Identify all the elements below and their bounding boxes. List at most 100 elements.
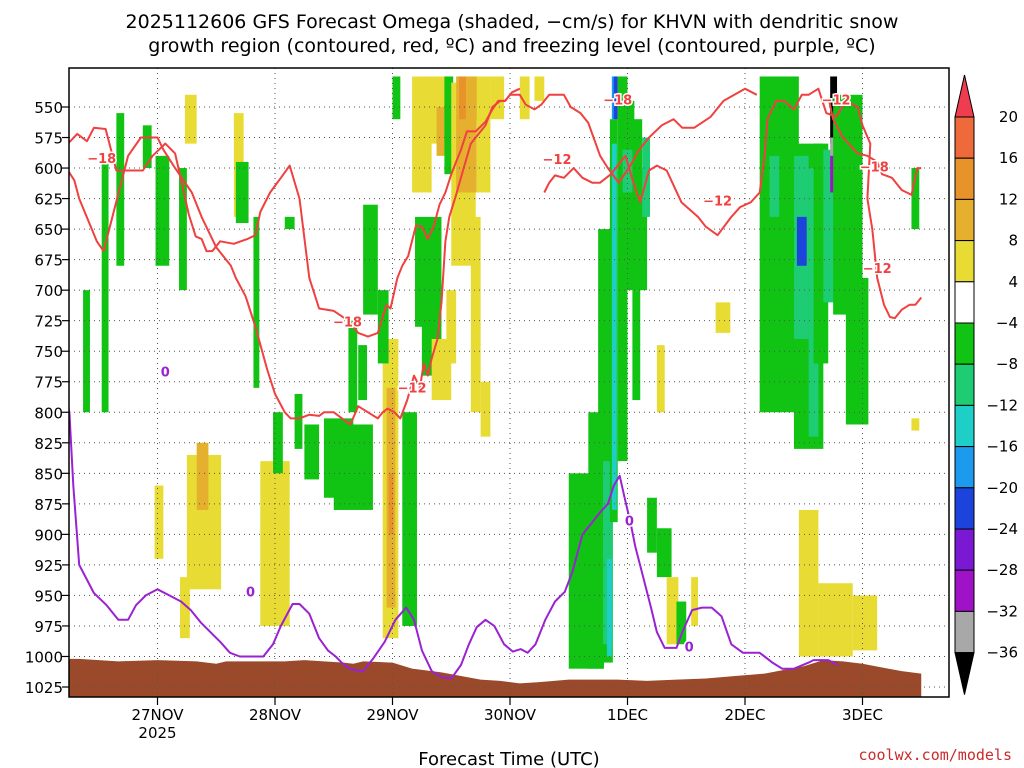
colorbar-bottom-arrow — [954, 652, 975, 695]
omega-cell — [101, 161, 109, 413]
y-tick-label: 675 — [34, 252, 63, 270]
omega-cell — [769, 155, 780, 217]
y-tick-label: 1000 — [25, 648, 63, 666]
colorbar-label: 8 — [1008, 232, 1018, 250]
omega-cell — [446, 290, 457, 364]
omega-cell — [16, 254, 25, 291]
colorbar-box — [954, 610, 975, 654]
contour-label: 0 — [625, 515, 634, 530]
y-tick-label: 950 — [34, 587, 63, 605]
omega-cell — [911, 168, 920, 230]
contour-label: −12 — [863, 262, 892, 277]
omega-cell — [796, 216, 807, 266]
omega-cell — [534, 76, 545, 101]
omega-cell — [392, 76, 401, 120]
omega-cell — [911, 418, 920, 431]
contour-label: −18 — [333, 316, 362, 331]
x-axis-label: Forecast Time (UTC) — [418, 749, 599, 768]
colorbar-box — [954, 569, 975, 612]
contour-label: 0 — [161, 366, 170, 381]
colorbar-box — [954, 487, 975, 530]
y-tick-label: 600 — [34, 160, 63, 178]
omega-cell — [852, 595, 878, 651]
dgz-contour-1 — [69, 87, 758, 426]
y-tick-label: 625 — [34, 191, 63, 209]
y-tick-label: 850 — [34, 465, 63, 483]
x-tick-label: 2DEC — [724, 706, 765, 724]
colorbar-label: 12 — [999, 190, 1018, 208]
colorbar-box — [954, 116, 975, 159]
omega-cell — [759, 76, 799, 413]
colorbar-top-arrow — [954, 74, 975, 118]
x-tick-label: 30NOV — [484, 706, 537, 724]
contour-label: −18 — [603, 93, 632, 108]
omega-cell — [691, 577, 698, 626]
y-tick-label: 550 — [34, 99, 63, 117]
omega-cell — [606, 558, 612, 657]
colorbar-box — [954, 322, 975, 365]
omega-cell — [656, 528, 672, 578]
colorbar-box — [954, 404, 975, 448]
omega-cell — [470, 216, 481, 413]
omega-cell — [154, 485, 164, 559]
omega-cell — [348, 320, 358, 413]
contour-label: −12 — [822, 93, 851, 108]
omega-cell — [180, 577, 190, 639]
y-tick-label: 975 — [34, 618, 63, 636]
chart-title-line2: growth region (contoured, red, ºC) and f… — [148, 35, 875, 57]
omega-cell — [715, 302, 731, 333]
dgz-contour-2 — [543, 87, 923, 320]
colorbar-box — [954, 363, 975, 406]
colorbar-label: −4 — [996, 314, 1018, 332]
colorbar-box — [954, 528, 975, 571]
plot-frame — [68, 67, 950, 698]
y-tick-label: 800 — [34, 404, 63, 422]
y-axis: 550 575 600 625 650 675 700 725 750 775 800 825 850 8… — [25, 99, 69, 697]
omega-cell — [476, 76, 491, 193]
omega-cell — [83, 290, 90, 413]
grid-lines — [69, 68, 949, 697]
colorbar-label: 16 — [999, 149, 1018, 167]
colorbar-box — [954, 240, 975, 283]
y-tick-label: 775 — [34, 374, 63, 392]
omega-cell — [632, 290, 641, 401]
credit-text: coolwx.com/models — [858, 746, 1012, 764]
terrain-surface — [69, 658, 922, 697]
y-tick-label: 875 — [34, 496, 63, 514]
omega-shading — [16, 76, 920, 669]
omega-cell — [155, 155, 170, 266]
omega-cell — [284, 216, 295, 230]
y-tick-label: 725 — [34, 313, 63, 331]
colorbar-label: −20 — [986, 479, 1018, 497]
contour-label: −12 — [398, 382, 427, 397]
freezing-level-contour — [69, 406, 839, 680]
contour-label: 0 — [685, 640, 694, 655]
omega-cell — [412, 76, 432, 193]
y-tick-label: 925 — [34, 557, 63, 575]
colorbar-label: −28 — [986, 561, 1018, 579]
omega-cell — [656, 345, 665, 413]
omega-cell — [613, 76, 618, 120]
x-tick-label: 3DEC — [842, 706, 883, 724]
omega-cell — [611, 143, 617, 510]
x-tick-label: 29NOV — [366, 706, 419, 724]
omega-cell — [666, 577, 679, 645]
omega-cell — [459, 76, 466, 120]
colorbar-label: −32 — [986, 602, 1018, 620]
y-tick-label: 1025 — [25, 679, 63, 697]
colorbar-label: −12 — [986, 396, 1018, 414]
omega-cell — [490, 76, 505, 120]
colorbar-label: −24 — [986, 520, 1018, 538]
omega-cell — [480, 381, 491, 437]
omega-cell — [333, 424, 373, 510]
dgz-contour-3 — [828, 100, 922, 196]
contour-label: −18 — [860, 161, 889, 176]
contour-lines — [69, 87, 923, 680]
y-tick-label: 825 — [34, 435, 63, 453]
omega-cell — [142, 125, 152, 169]
colorbar-box — [954, 281, 975, 324]
y-tick-label: 900 — [34, 526, 63, 544]
omega-cell — [388, 473, 394, 535]
